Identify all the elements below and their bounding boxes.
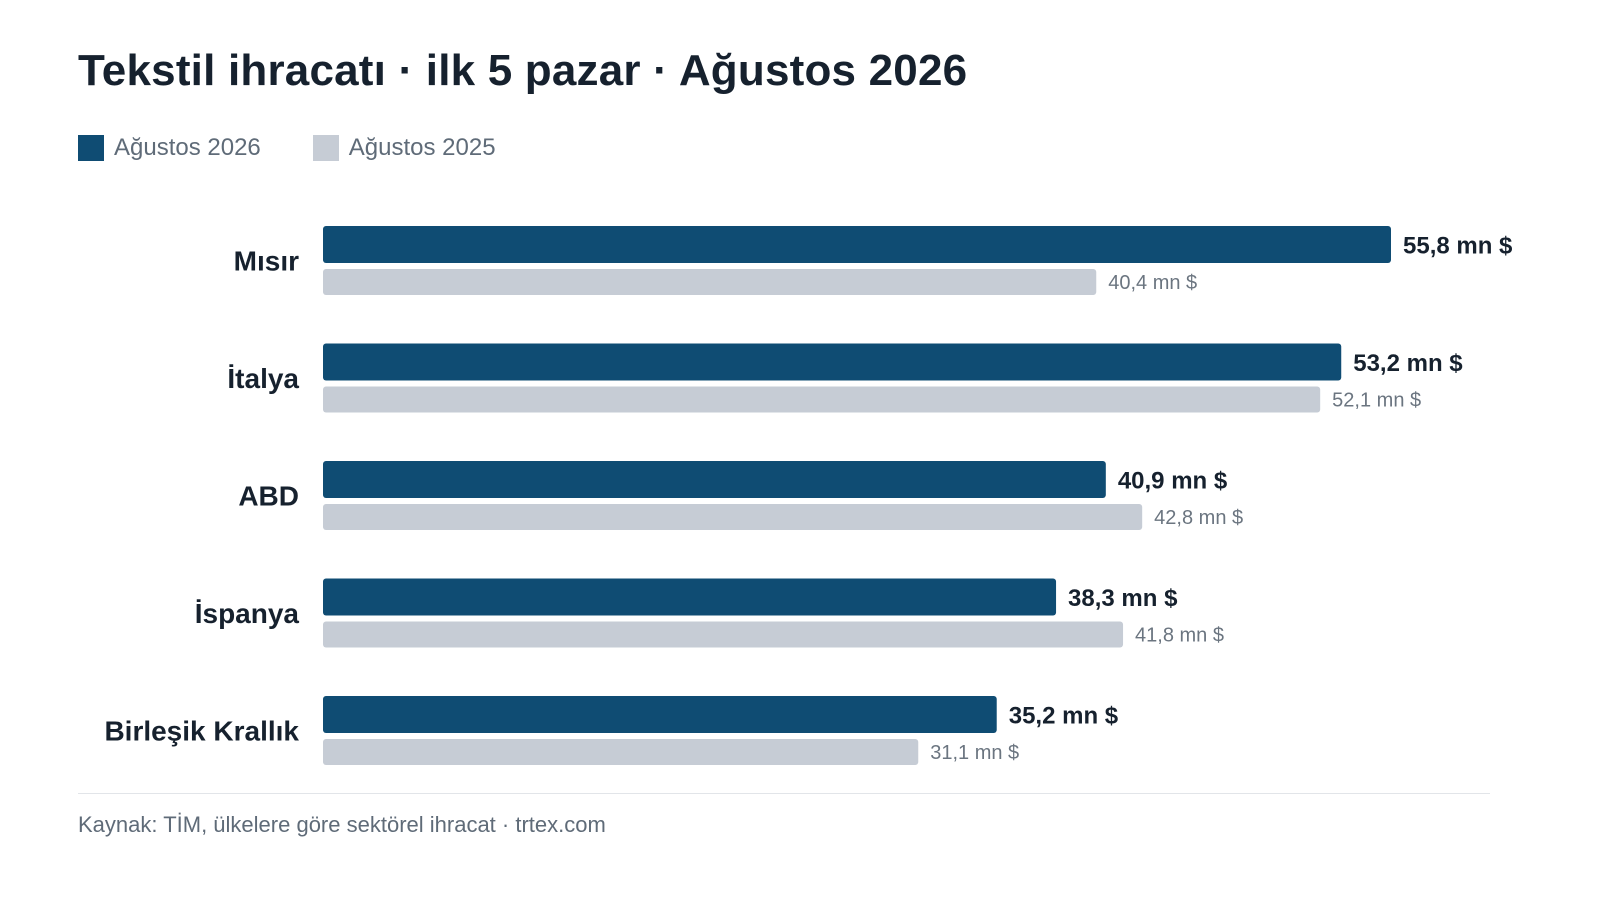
category-label: İtalya: [227, 363, 299, 394]
legend-item-previous: Ağustos 2025: [312, 134, 496, 162]
value-label-previous: 42,8 mn $: [1154, 507, 1243, 529]
value-label-current: 53,2 mn $: [1353, 350, 1463, 377]
bar-current: [323, 696, 997, 733]
footer-divider: [78, 793, 1490, 794]
category-label: ABD: [238, 481, 299, 512]
bar-previous: [323, 739, 919, 765]
value-label-previous: 31,1 mn $: [930, 742, 1019, 764]
bar-current: [323, 578, 1057, 616]
legend-item-current: Ağustos 2026: [78, 134, 261, 162]
category-label: Birleşik Krallık: [104, 716, 299, 747]
bar-previous: [323, 504, 1143, 530]
bar-current: [323, 226, 1391, 263]
value-label-previous: 41,8 mn $: [1135, 625, 1224, 647]
source-note: Kaynak: TİM, ülkelere göre sektörel ihra…: [78, 812, 606, 837]
bar-chart: Mısır 55,8 mn $ 40,4 mn $ İtalya 53,2 mn $ 52…: [104, 226, 1513, 765]
legend-label-previous: Ağustos 2025: [348, 134, 496, 161]
legend-label-current: Ağustos 2026: [114, 134, 261, 161]
value-label-previous: 40,4 mn $: [1108, 272, 1197, 294]
value-label-current: 38,3 mn $: [1068, 585, 1178, 612]
legend: Ağustos 2026 Ağustos 2025: [78, 132, 548, 164]
bar-previous: [323, 386, 1321, 413]
value-label-current: 35,2 mn $: [1009, 703, 1119, 730]
bar-current: [323, 343, 1342, 381]
bar-current: [323, 461, 1106, 498]
bar-previous: [323, 269, 1097, 295]
value-label-current: 40,9 mn $: [1118, 468, 1228, 495]
value-label-previous: 52,1 mn $: [1332, 390, 1421, 412]
category-label: Mısır: [234, 246, 299, 277]
category-label: İspanya: [195, 598, 300, 629]
value-label-current: 55,8 mn $: [1403, 233, 1513, 260]
bar-previous: [323, 621, 1124, 648]
legend-swatch-previous: [312, 135, 339, 161]
chart-title: Tekstil ihracatı · ilk 5 pazar · Ağustos…: [78, 46, 968, 95]
legend-swatch-current: [78, 135, 104, 161]
